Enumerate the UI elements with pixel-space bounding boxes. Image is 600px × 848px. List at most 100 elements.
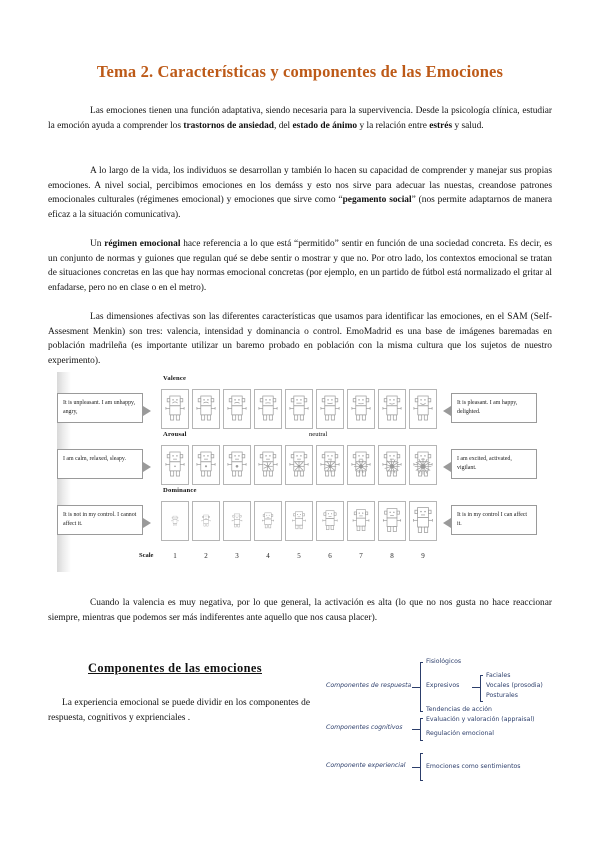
paragraph-intro-text-a: Las emociones tienen una función adaptat…	[48, 106, 552, 131]
sam-scale-track-valence[interactable]	[161, 389, 439, 433]
sam-dimension-label-arousal: Arousal	[163, 431, 187, 438]
comp-item-posturales: Posturales	[486, 692, 518, 699]
sam-scale-cell[interactable]	[378, 445, 406, 485]
comp-group-label-respuesta: Componentes de respuesta	[326, 682, 412, 689]
sam-scale-cell[interactable]	[161, 445, 189, 485]
sam-manikin-icon	[292, 511, 306, 530]
paragraph-intro-text-e: y la relación entre	[357, 120, 430, 131]
comp-item-fisiologicos: Fisiológicos	[426, 658, 462, 665]
sam-pointer-left-valence	[143, 406, 151, 416]
sam-scale-cell[interactable]	[285, 445, 313, 485]
sam-scale-cell[interactable]	[409, 445, 437, 485]
sam-manikin-icon	[227, 451, 247, 477]
sam-scale-cell[interactable]	[161, 389, 189, 429]
sam-dimension-label-dominance: Dominance	[163, 487, 197, 494]
sam-manikin-icon	[382, 395, 402, 421]
sam-scale-cell[interactable]	[192, 389, 220, 429]
sam-scale-cell[interactable]	[347, 501, 375, 541]
sam-scale-cell[interactable]	[285, 501, 313, 541]
section-paragraph-text: La experiencia emocional se puede dividi…	[48, 698, 310, 723]
sam-scale-cell[interactable]	[316, 445, 344, 485]
sam-manikin-icon	[322, 510, 338, 531]
comp-brace-expresivos	[480, 675, 483, 702]
sam-scale-cell[interactable]	[254, 501, 282, 541]
sam-scale-cell[interactable]	[223, 389, 251, 429]
sam-scale-cell[interactable]	[378, 501, 406, 541]
sam-scale-cell[interactable]	[161, 501, 189, 541]
sam-scale-row: Scale 1 2 3 4 5 6 7 8 9	[57, 552, 537, 566]
sam-scale-cell[interactable]	[347, 389, 375, 429]
sam-row-dominance: Dominance It is not in my control. I can…	[57, 487, 537, 550]
sam-dimension-label-valence: Valence	[163, 375, 187, 382]
paragraph-valence-note: Cuando la valencia es muy negativa, por …	[48, 596, 552, 625]
term-trastornos-ansiedad: trastornos de ansiedad	[183, 120, 275, 131]
section-heading-componentes: Componentes de las emociones	[88, 661, 262, 675]
sam-manikin-icon	[413, 507, 433, 533]
comp-group-label-cognitivos: Componentes cognitivos	[326, 724, 403, 731]
sam-pointer-right-valence	[443, 406, 451, 416]
sam-manikin-icon	[231, 513, 243, 528]
comp-connector-respuesta	[412, 687, 420, 688]
sam-scale-cell[interactable]	[192, 501, 220, 541]
sam-scale-cell[interactable]	[285, 389, 313, 429]
sam-scale-number: 2	[204, 552, 208, 560]
comp-connector-expresivos	[472, 687, 480, 688]
comp-item-emociones-sentimientos: Emociones como sentimientos	[426, 763, 521, 770]
sam-manikin-icon	[165, 451, 185, 477]
sam-manikin-icon	[351, 451, 371, 477]
sam-scale-cell[interactable]	[316, 389, 344, 429]
sam-scale-cell[interactable]	[223, 445, 251, 485]
sam-manikin-icon	[382, 508, 402, 532]
sam-row-arousal: Arousal neutral I am calm, relaxed, slea…	[57, 431, 537, 494]
comp-connector-experiencial	[412, 767, 420, 768]
sam-manikin-icon	[289, 451, 309, 477]
sam-manikin-icon	[320, 451, 340, 477]
sam-pointer-right-arousal	[443, 462, 451, 472]
sam-scale-cell[interactable]	[254, 445, 282, 485]
paragraph-intro-text-g: y salud.	[452, 120, 484, 131]
sam-manikin-icon	[196, 395, 216, 421]
term-estado-animo: estado de ánimo	[292, 120, 358, 131]
term-pegamento-social: pegamento social	[342, 195, 412, 206]
paragraph-regime: Un régimen emocional hace referencia a l…	[48, 237, 552, 295]
sam-scale-cell[interactable]	[409, 389, 437, 429]
comp-item-regulacion-emocional: Regulación emocional	[426, 730, 494, 737]
comp-item-tendencias-accion: Tendencias de acción	[426, 706, 492, 713]
sam-manikin-icon	[289, 395, 309, 421]
sam-scale-cell[interactable]	[254, 389, 282, 429]
sam-scale-number: 1	[173, 552, 177, 560]
paragraph-regime-text-a: Un	[90, 239, 105, 249]
sam-manikin-icon	[320, 395, 340, 421]
sam-caption-left-arousal: I am calm, relaxed, sleapy.	[57, 449, 143, 479]
sam-manikin-icon	[196, 451, 216, 477]
paragraph-dimensions: Las dimensiones afectivas son las difere…	[48, 310, 552, 368]
comp-item-faciales: Faciales	[486, 672, 511, 679]
comp-item-appraisal: Evaluación y valoración (appraisal)	[426, 716, 535, 723]
sam-scale-cell[interactable]	[316, 501, 344, 541]
sam-scale-cell[interactable]	[192, 445, 220, 485]
sam-figure: Valence It is unpleasant. I am unhappy, …	[57, 372, 537, 572]
sam-neutral-label: neutral	[309, 431, 328, 438]
sam-scale-cell[interactable]	[223, 501, 251, 541]
comp-item-expresivos: Expresivos	[426, 682, 460, 689]
sam-scale-track-arousal[interactable]	[161, 445, 439, 489]
paragraph-dimensions-text: Las dimensiones afectivas son las difere…	[48, 312, 552, 366]
comp-brace-cognitivos	[420, 718, 423, 741]
sam-caption-right-valence: It is pleasant. I am happy, delighted.	[451, 393, 537, 423]
sam-manikin-icon	[413, 451, 433, 477]
sam-pointer-left-arousal	[143, 462, 151, 472]
sam-scale-cell[interactable]	[347, 445, 375, 485]
comp-connector-cognitivos	[412, 729, 420, 730]
sam-scale-track-dominance[interactable]	[161, 501, 439, 545]
sam-scale-cell[interactable]	[409, 501, 437, 541]
sam-scale-number: 3	[235, 552, 239, 560]
term-regimen-emocional: régimen emocional	[104, 239, 181, 249]
comp-brace-respuesta	[420, 662, 423, 712]
paragraph-life-text-c: ” (nos permite adaptarnos de manera efic…	[48, 195, 552, 220]
sam-scale-cell[interactable]	[378, 389, 406, 429]
paragraph-intro: Las emociones tienen una función adaptat…	[48, 104, 552, 133]
page-title: Tema 2. Características y componentes de…	[96, 62, 504, 81]
comp-brace-experiencial	[420, 753, 423, 781]
paragraph-valence-note-text: Cuando la valencia es muy negativa, por …	[48, 598, 552, 623]
